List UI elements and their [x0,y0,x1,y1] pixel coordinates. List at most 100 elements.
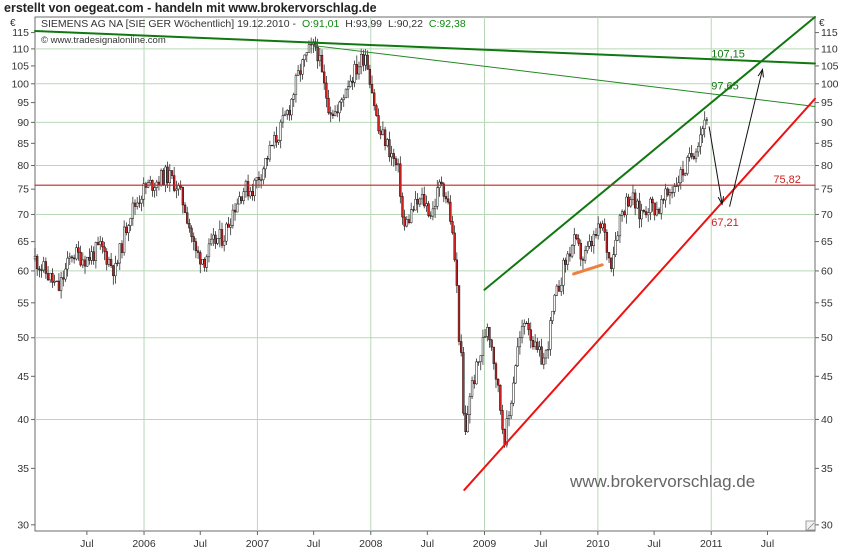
candle-up [675,185,678,187]
candle-down [388,139,391,158]
candle-up [466,414,469,432]
info-low: L:90,22 [388,18,423,30]
y-tick-label-left: 60 [17,265,29,277]
candle-up [107,259,111,265]
candle-up [560,285,563,292]
resistance-secondary [313,45,816,107]
candle-up [153,187,156,191]
candle-down [488,327,491,341]
candle-down [70,256,74,259]
x-tick-label: 2008 [359,538,383,550]
candle-up [597,223,600,236]
candle-up [99,241,102,245]
candle-up [475,361,478,385]
y-tick-label-left: 55 [17,297,29,309]
candle-up [694,151,698,159]
y-tick-label-right: 75 [821,184,833,196]
candle-down [196,250,200,253]
lines-layer [34,16,816,491]
label-75-82: 75,82 [773,174,801,186]
candle-down [577,238,580,244]
candle-up [140,198,143,204]
x-tick-label: 2006 [132,538,156,550]
candle-up [566,253,569,265]
short-support [572,263,604,276]
candle-up [703,119,706,129]
label-67-21: 67,21 [711,217,739,229]
candle-up [684,173,687,176]
candle-down [199,252,202,265]
y-tick-label-left: 65 [17,236,29,248]
candle-down [157,181,161,186]
candle-down [40,269,43,271]
x-tick-label: Jul [307,538,320,550]
candle-up [655,208,659,216]
info-close: C:92,38 [429,18,466,30]
candle-up [123,226,126,253]
candle-down [444,196,448,200]
currency-left: € [10,18,16,29]
candle-down [320,55,324,73]
y-tick-label-left: 45 [17,371,29,383]
x-tick-label: 2007 [246,538,270,550]
candle-down [657,208,661,214]
candle-down [188,223,191,229]
y-tick-label-right: 95 [821,97,833,109]
candle-up [159,170,163,186]
candle-up [118,243,121,264]
candle-down [270,145,274,147]
candle-up [664,188,667,201]
candle-up [318,55,322,62]
candle-down [362,53,365,66]
candle-down [575,234,578,239]
candle-up [390,153,393,158]
candle-down [403,216,406,227]
candle-up [697,146,700,153]
candle-down [642,210,645,212]
candle-up [255,177,258,181]
candle-down [457,285,461,342]
candle-down [38,268,41,271]
candle-down [394,158,398,165]
candle-down [194,241,198,252]
candle-up [505,418,509,446]
y-tick-label-left: 105 [11,60,29,72]
candle-up [64,268,67,280]
resize-grip-icon[interactable] [805,520,816,531]
candle-up [342,97,345,100]
candle-up [533,341,537,348]
candle-up [551,310,554,321]
candle-down [83,259,87,267]
candle-down [490,339,493,348]
candle-down [579,242,582,260]
candle-up [636,200,639,209]
candle-up [33,255,37,260]
candle-up [425,203,428,207]
candle-up [405,219,408,227]
x-tick-label: 2010 [586,538,610,550]
candle-down [288,110,291,116]
arrow-down-shaft [708,126,723,205]
candle-down [540,346,543,365]
candle-up [668,192,672,196]
candle-up [601,223,604,229]
candle-down [79,251,82,266]
y-tick-label-right: 30 [821,519,833,531]
y-tick-label-left: 80 [17,160,29,172]
candle-up [679,169,682,184]
candle-up [547,349,550,351]
candle-up [292,94,295,100]
candle-down [331,113,335,116]
candle-up [66,257,69,270]
candle-up [573,234,576,246]
candles-layer [33,36,709,448]
candle-down [57,280,61,291]
candle-down [412,209,415,211]
candle-up [262,168,265,181]
candle-up [562,259,565,286]
candle-up [468,396,472,415]
y-tick-label-right: 60 [821,265,833,277]
plot-border [34,16,816,532]
candle-down [92,251,95,261]
candle-up [616,235,619,241]
